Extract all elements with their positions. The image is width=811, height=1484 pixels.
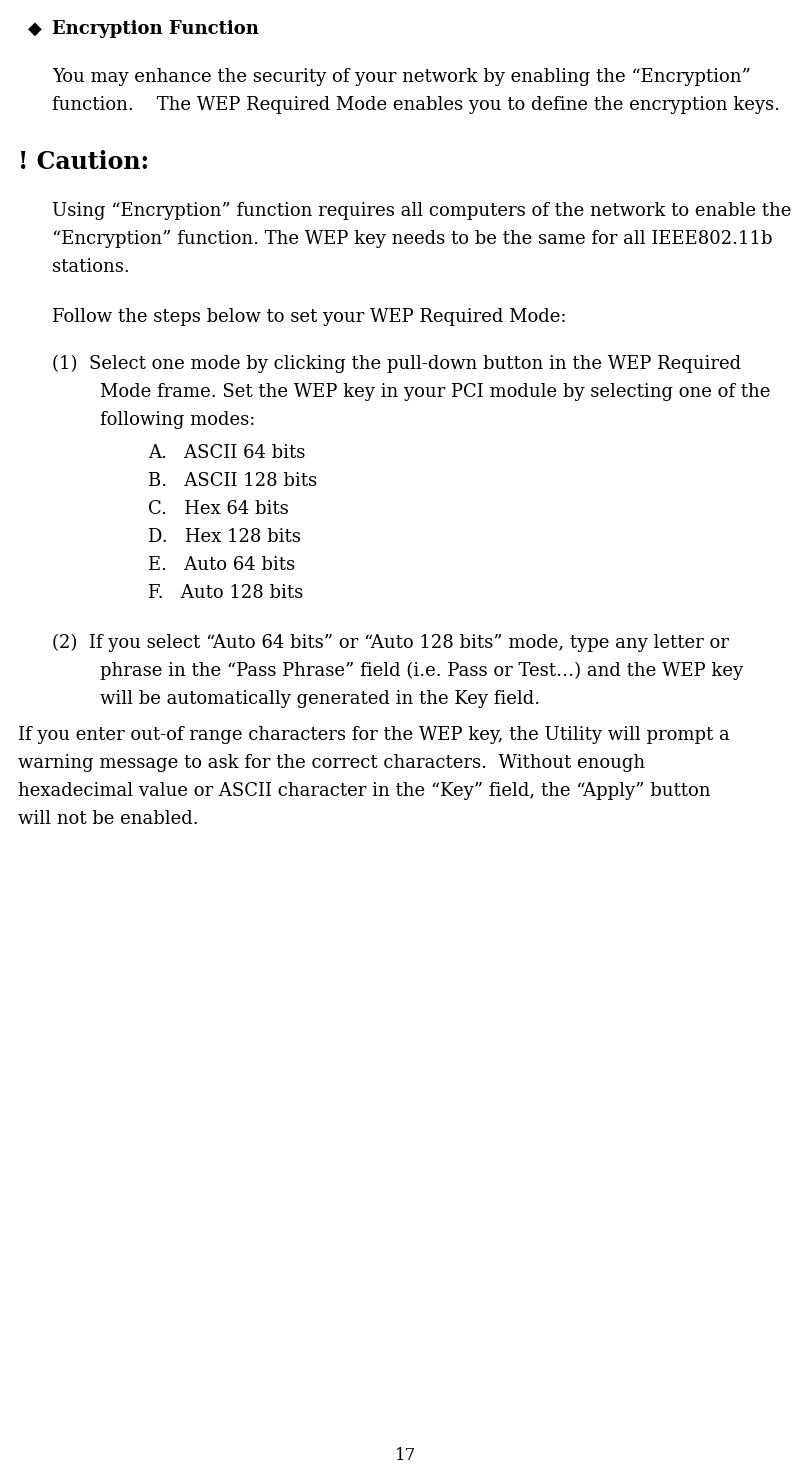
Text: warning message to ask for the correct characters.  Without enough: warning message to ask for the correct c… [18,754,645,772]
Text: hexadecimal value or ASCII character in the “Key” field, the “Apply” button: hexadecimal value or ASCII character in … [18,782,710,800]
Text: (1)  Select one mode by clicking the pull-down button in the WEP Required: (1) Select one mode by clicking the pull… [52,355,741,374]
Text: function.    The WEP Required Mode enables you to define the encryption keys.: function. The WEP Required Mode enables … [52,96,780,114]
Text: If you enter out-of range characters for the WEP key, the Utility will prompt a: If you enter out-of range characters for… [18,726,730,743]
Text: following modes:: following modes: [100,411,255,429]
Text: A.   ASCII 64 bits: A. ASCII 64 bits [148,444,306,462]
Text: phrase in the “Pass Phrase” field (i.e. Pass or Test…) and the WEP key: phrase in the “Pass Phrase” field (i.e. … [100,662,743,680]
Text: 17: 17 [395,1447,416,1465]
Text: Encryption Function: Encryption Function [52,19,259,39]
Text: C.   Hex 64 bits: C. Hex 64 bits [148,500,289,518]
Text: D.   Hex 128 bits: D. Hex 128 bits [148,528,301,546]
Text: (2)  If you select “Auto 64 bits” or “Auto 128 bits” mode, type any letter or: (2) If you select “Auto 64 bits” or “Aut… [52,634,729,653]
Text: will not be enabled.: will not be enabled. [18,810,199,828]
Text: “Encryption” function. The WEP key needs to be the same for all IEEE802.11b: “Encryption” function. The WEP key needs… [52,230,773,248]
Text: B.   ASCII 128 bits: B. ASCII 128 bits [148,472,317,490]
Text: Using “Encryption” function requires all computers of the network to enable the: Using “Encryption” function requires all… [52,202,792,220]
Text: You may enhance the security of your network by enabling the “Encryption”: You may enhance the security of your net… [52,68,751,86]
Text: Follow the steps below to set your WEP Required Mode:: Follow the steps below to set your WEP R… [52,309,567,326]
Text: stations.: stations. [52,258,130,276]
Text: E.   Auto 64 bits: E. Auto 64 bits [148,556,295,574]
Text: ! Caution:: ! Caution: [18,150,149,174]
Text: ◆: ◆ [28,19,42,39]
Text: Mode frame. Set the WEP key in your PCI module by selecting one of the: Mode frame. Set the WEP key in your PCI … [100,383,770,401]
Text: F.   Auto 128 bits: F. Auto 128 bits [148,585,303,603]
Text: will be automatically generated in the Key field.: will be automatically generated in the K… [100,690,540,708]
